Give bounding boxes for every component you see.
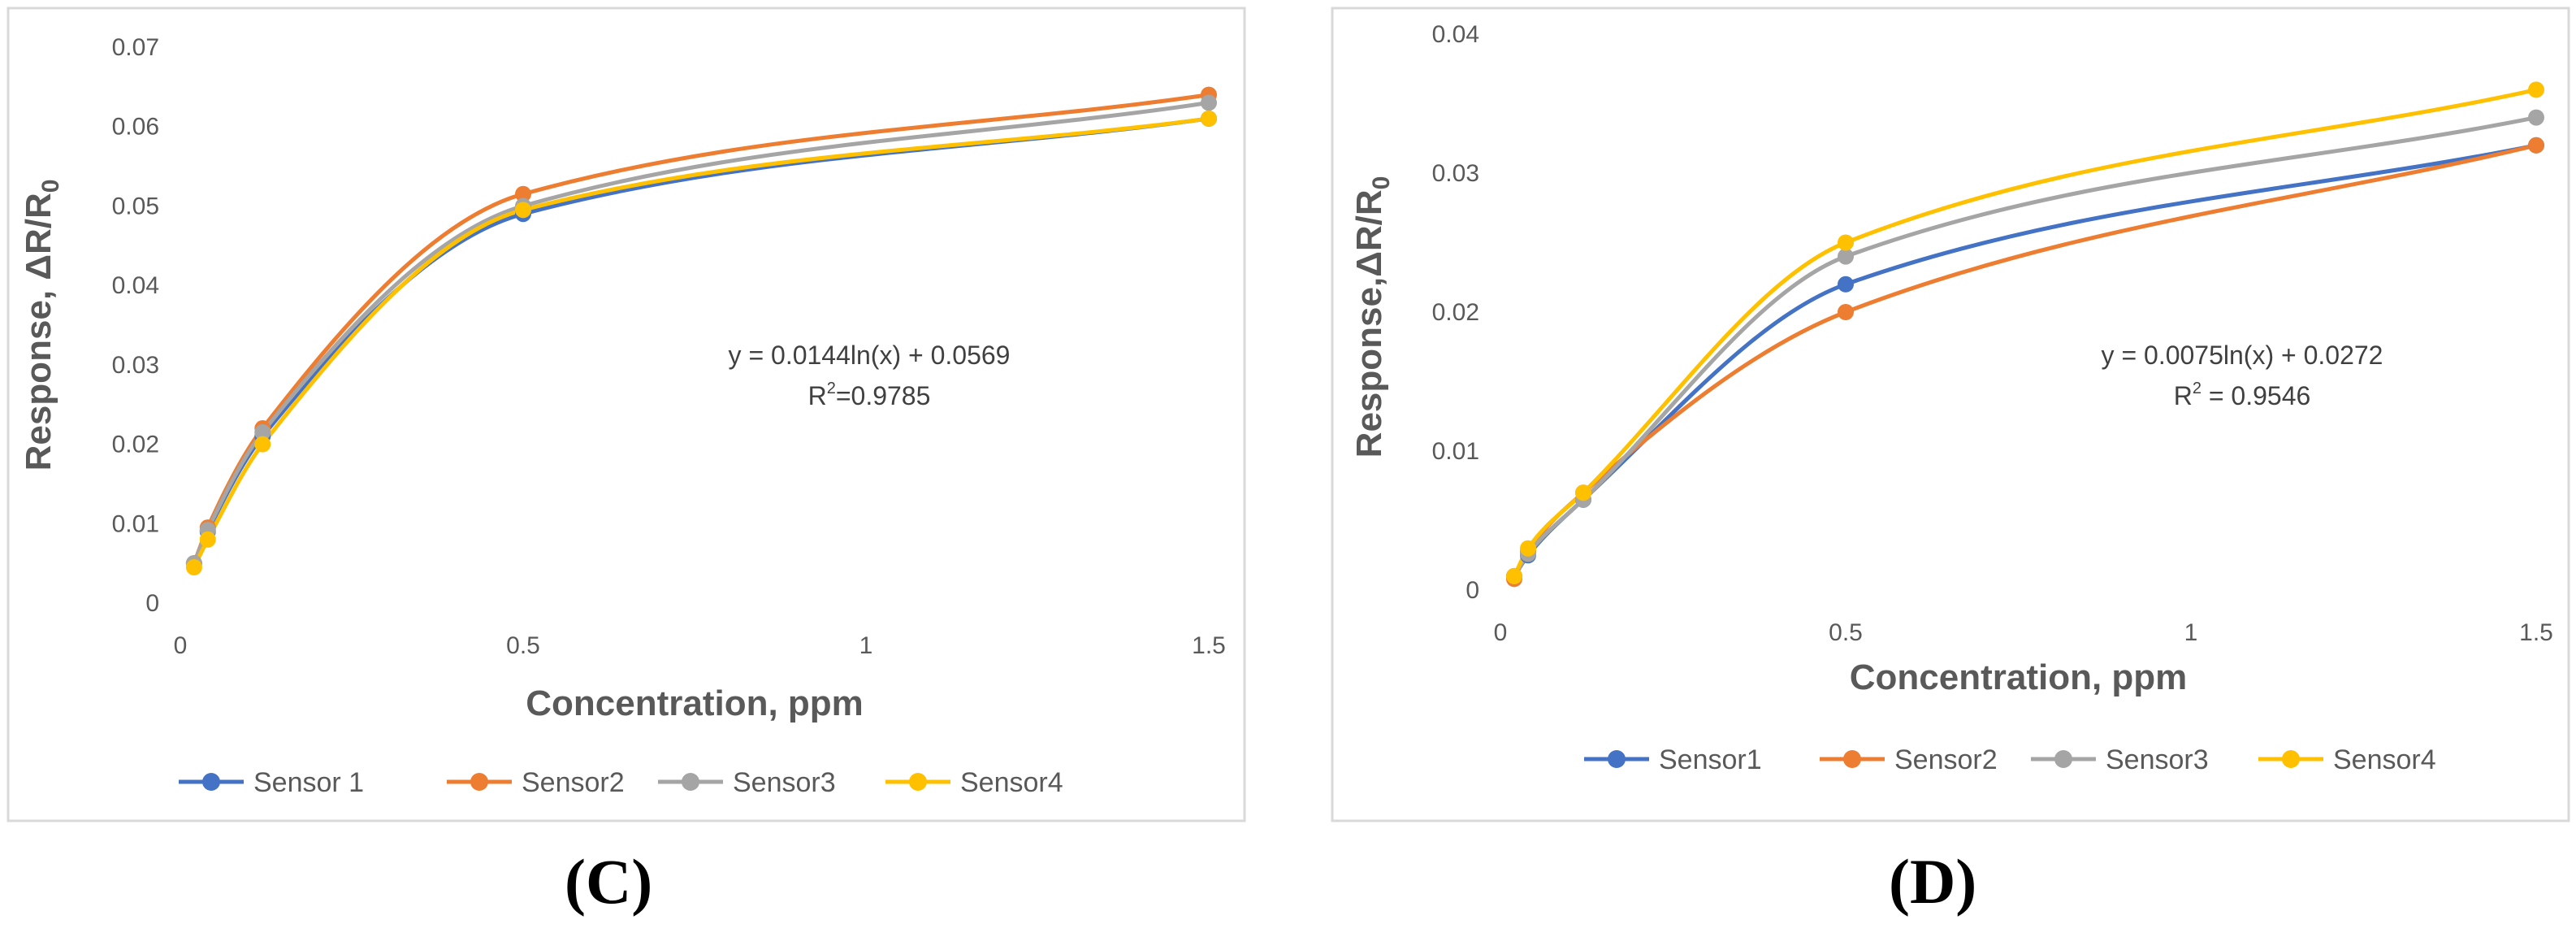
x-tick-label: 0.5: [1829, 619, 1863, 646]
chart-frame: [6, 7, 1246, 822]
chart-frame: [1331, 7, 2570, 822]
legend-marker: [682, 773, 699, 791]
legend-marker: [1608, 750, 1626, 768]
data-point: [1201, 94, 1217, 111]
x-tick-label: 1.5: [2519, 619, 2553, 646]
equation-annotation: y = 0.0144ln(x) + 0.0569: [729, 341, 1011, 370]
legend-item-3: Sensor3: [2031, 744, 2209, 775]
legend-label: Sensor2: [1894, 744, 1998, 775]
legend-item-1: Sensor1: [1584, 744, 1762, 775]
legend-marker: [909, 773, 927, 791]
x-axis-title: Concentration, ppm: [526, 683, 864, 723]
legend-label: Sensor2: [522, 767, 625, 798]
r-squared-value: =0.9785: [836, 381, 931, 410]
r-squared-annotation: R2=0.9785: [808, 380, 931, 410]
x-tick-label: 0: [1494, 619, 1508, 646]
y-tick-label: 0.01: [112, 510, 159, 537]
y-tick-label: 0.02: [1432, 299, 1479, 326]
r-squared-prefix: R: [2174, 381, 2193, 410]
data-point: [515, 185, 531, 202]
legend-item-3: Sensor3: [658, 767, 836, 798]
legend-item-4: Sensor4: [885, 767, 1063, 798]
x-tick-label: 0.5: [506, 632, 540, 659]
y-tick-label: 0.01: [1432, 438, 1479, 465]
series-line-3: [1512, 115, 2539, 579]
r-squared-annotation: R2 = 0.9546: [2174, 380, 2311, 410]
y-tick-label: 0.07: [112, 34, 159, 61]
data-point: [2528, 81, 2544, 98]
series-line-4: [1512, 87, 2539, 579]
data-point: [1838, 234, 1854, 251]
legend-marker: [202, 773, 220, 791]
data-point: [254, 436, 271, 453]
y-tick-label: 0.03: [112, 352, 159, 379]
equation-annotation: y = 0.0075ln(x) + 0.0272: [2102, 341, 2383, 370]
legend-item-4: Sensor4: [2258, 744, 2436, 775]
data-point: [199, 531, 216, 548]
x-tick-label: 1: [2184, 619, 2198, 646]
legend-item-2: Sensor2: [1820, 744, 1998, 775]
series-line-4: [192, 116, 1211, 570]
data-point: [515, 202, 531, 219]
legend-marker: [470, 773, 488, 791]
legend-label: Sensor4: [2333, 744, 2436, 775]
chart-d: 0 0.01 0.02 0.03 0.04 0 0.5 1 1.5 Concentration, …: [1331, 7, 2570, 822]
data-point: [1575, 484, 1591, 501]
y-tick-label: 0: [1466, 577, 1479, 604]
legend-label: Sensor3: [733, 767, 836, 798]
y-axis-title-subscript: 0: [37, 180, 64, 193]
legend-label: Sensor4: [960, 767, 1063, 798]
data-point: [1838, 248, 1854, 265]
r-squared-exponent: 2: [827, 380, 836, 397]
series-line-3: [192, 100, 1211, 566]
legend-item-1: Sensor 1: [179, 767, 364, 798]
y-tick-label: 0.03: [1432, 160, 1479, 187]
x-axis-title: Concentration, ppm: [1850, 657, 2188, 697]
data-point: [2528, 109, 2544, 126]
y-tick-label: 0.04: [1432, 21, 1479, 48]
y-axis-title: Response,ΔR/R0: [1349, 176, 1395, 458]
y-tick-label: 0.06: [112, 114, 159, 141]
legend-item-2: Sensor2: [447, 767, 625, 798]
y-tick-label: 0.05: [112, 193, 159, 219]
data-point: [185, 559, 202, 576]
data-point: [1520, 540, 1536, 557]
data-point: [2528, 137, 2544, 154]
legend-marker: [2054, 750, 2072, 768]
y-axis-title: Response, ΔR/R0: [19, 180, 64, 471]
panel-label-d: (D): [1889, 846, 1977, 917]
r-squared-prefix: R: [808, 381, 827, 410]
y-tick-label: 0: [145, 590, 159, 617]
panel-label-c: (C): [565, 846, 653, 917]
data-point: [1838, 276, 1854, 293]
y-tick-label: 0.04: [112, 272, 159, 299]
chart-c: 0 0.01 0.02 0.03 0.04 0.05 0.06 0.07 0 0.5 1 1.5 Con…: [6, 7, 1246, 822]
data-point: [254, 423, 271, 440]
x-tick-label: 1: [859, 632, 873, 659]
x-tick-label: 1.5: [1192, 632, 1226, 659]
r-squared-value: = 0.9546: [2202, 381, 2310, 410]
data-point: [1201, 110, 1217, 127]
legend-marker: [2282, 750, 2300, 768]
y-tick-label: 0.02: [112, 432, 159, 458]
y-axis-title-subscript: 0: [1368, 176, 1395, 190]
x-tick-label: 0: [174, 632, 188, 659]
legend-label: Sensor 1: [253, 767, 364, 798]
legend-label: Sensor1: [1659, 744, 1762, 775]
r-squared-exponent: 2: [2193, 380, 2202, 397]
legend-marker: [1843, 750, 1861, 768]
data-point: [1838, 304, 1854, 320]
data-point: [1506, 567, 1522, 584]
legend-label: Sensor3: [2106, 744, 2209, 775]
